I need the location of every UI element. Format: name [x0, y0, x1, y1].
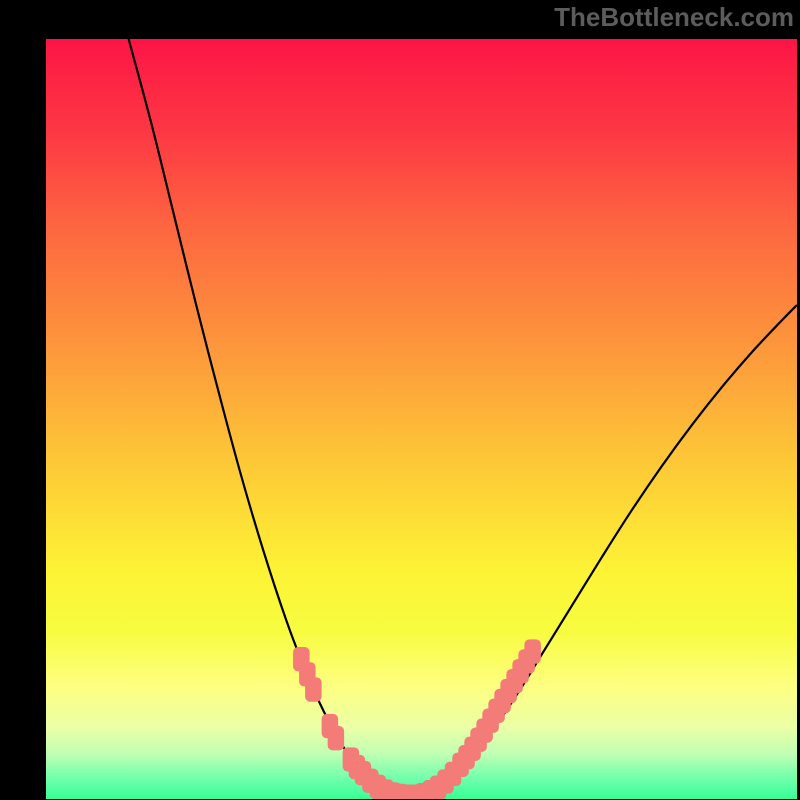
- highlight-marker: [305, 677, 322, 701]
- watermark-text: TheBottleneck.com: [554, 2, 794, 33]
- highlight-marker: [524, 639, 541, 663]
- highlight-marker: [328, 726, 345, 750]
- chart-container: TheBottleneck.com: [0, 0, 800, 800]
- chart-svg: [46, 39, 797, 799]
- plot-area: [46, 39, 797, 799]
